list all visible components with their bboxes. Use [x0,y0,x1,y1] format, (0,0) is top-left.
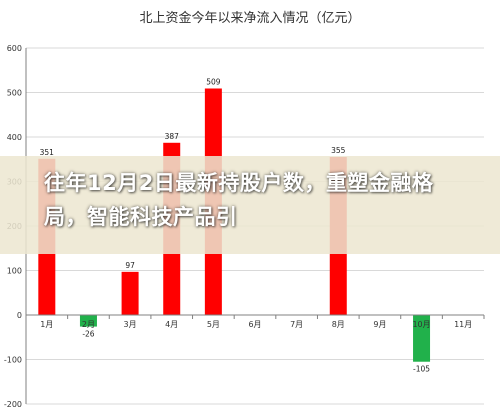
y-tick-label: 0 [17,311,22,320]
y-tick-label: -200 [4,400,22,409]
y-tick-label: 400 [7,133,22,142]
x-tick-label: 11月 [454,320,472,329]
data-label: 509 [206,77,221,86]
x-tick-label: 1月 [40,320,53,329]
data-label: 355 [331,146,346,155]
data-label: 351 [40,148,55,157]
y-tick-label: 600 [7,44,22,53]
y-tick-label: 100 [7,267,22,276]
bar-2 [79,315,97,327]
x-tick-label: 2月 [82,320,95,329]
x-tick-label: 7月 [290,320,303,329]
headline-text: 往年12月2日最新持股户数，重塑金融格局，智能科技产品引 [44,171,434,229]
x-tick-label: 10月 [412,320,430,329]
bar-10 [413,315,431,362]
x-tick-label: 5月 [207,320,220,329]
chart-title: 北上资金今年以来净流入情况（亿元） [139,10,360,26]
data-label: -26 [82,330,94,339]
x-axis-tick-labels: 1月 2月 3月 4月 5月 6月 7月 8月 9月 10月 11月 [40,320,472,329]
x-tick-label: 6月 [248,320,261,329]
bar-3 [121,271,139,315]
y-tick-label: -100 [4,356,22,365]
x-tick-label: 8月 [332,320,345,329]
headline-banner [0,156,500,254]
x-tick-label: 4月 [165,320,178,329]
y-tick-label: 500 [7,89,22,98]
x-tick-label: 9月 [373,320,386,329]
x-tick-label: 3月 [124,320,137,329]
data-label: 97 [125,261,135,270]
data-label: 387 [165,132,180,141]
data-labels: 351 -26 97 387 509 355 -105 [40,77,431,373]
data-label: -105 [413,365,430,374]
